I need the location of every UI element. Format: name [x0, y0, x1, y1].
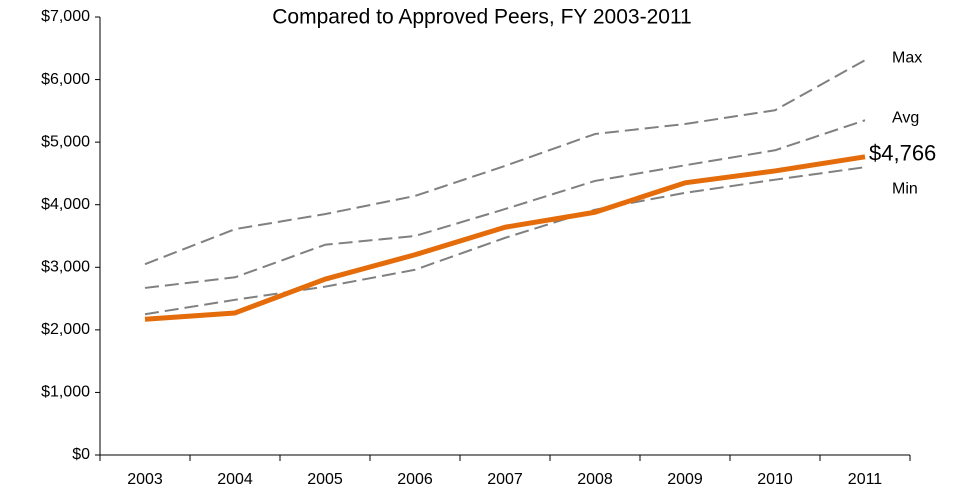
x-tick-label: 2003 — [127, 471, 163, 488]
y-tick-label: $6,000 — [41, 71, 90, 88]
chart-title: Compared to Approved Peers, FY 2003-2011 — [272, 6, 692, 29]
y-tick-label: $1,000 — [41, 384, 90, 401]
y-tick-label: $3,000 — [41, 259, 90, 276]
x-tick-label: 2005 — [307, 471, 343, 488]
line-series — [144, 119, 866, 289]
y-tick-label: $5,000 — [41, 133, 90, 150]
x-tick-label: 2008 — [577, 471, 613, 488]
x-tick-label: 2009 — [667, 471, 703, 488]
y-tick-label: $0 — [72, 446, 90, 463]
series-label: Max — [892, 49, 922, 66]
value-label: $4,766 — [869, 141, 936, 166]
x-tick-label: 2007 — [487, 471, 523, 488]
x-tick-label: 2006 — [397, 471, 433, 488]
y-tick-label: $4,000 — [41, 196, 90, 213]
x-tick-label: 2011 — [848, 471, 883, 488]
series-label: Avg — [892, 109, 919, 126]
y-tick-label: $7,000 — [41, 8, 90, 25]
x-tick-label: 2004 — [217, 471, 253, 488]
series-label: Min — [892, 180, 918, 197]
line-series — [144, 154, 866, 322]
y-tick-label: $2,000 — [41, 321, 90, 338]
x-tick-label: 2010 — [757, 471, 793, 488]
line-series — [144, 59, 866, 266]
line-series — [144, 166, 866, 316]
